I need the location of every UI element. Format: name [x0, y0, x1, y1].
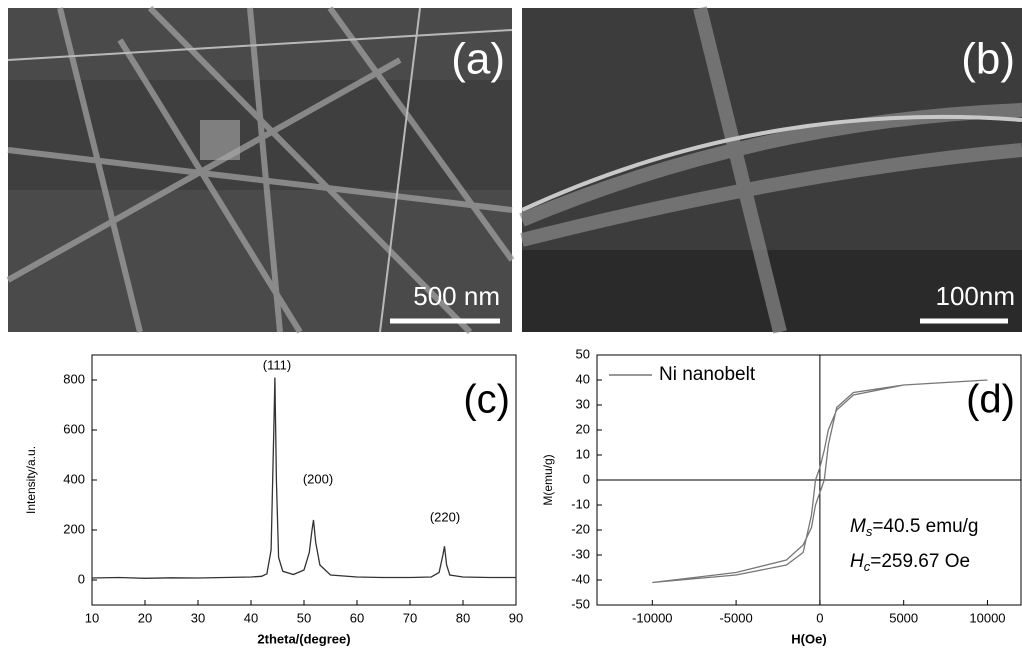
- x-tick-label: -5000: [719, 610, 752, 625]
- peak-label: (220): [430, 509, 460, 524]
- x-tick-label: 10000: [969, 610, 1005, 625]
- panel-label: (a): [451, 35, 505, 84]
- x-tick-label: 5000: [889, 610, 918, 625]
- y-tick-label: 10: [576, 446, 590, 461]
- y-tick-label: 50: [576, 346, 590, 361]
- peak-label: (200): [303, 471, 333, 486]
- y-tick-label: 30: [576, 396, 590, 411]
- x-tick-label: 70: [403, 610, 417, 625]
- y-axis-label: Intensity/a.u.: [24, 446, 38, 514]
- y-tick-label: 800: [63, 371, 85, 386]
- annotation-symbol: H: [850, 551, 864, 572]
- legend-label: Ni nanobelt: [659, 364, 756, 385]
- y-tick-label: 600: [63, 421, 85, 436]
- x-tick-label: 90: [509, 610, 523, 625]
- x-axis-label: H(Oe): [791, 631, 826, 646]
- panel-label: (b): [961, 35, 1015, 84]
- scale-bar-label: 500 nm: [413, 281, 500, 311]
- x-tick-label: 50: [297, 610, 311, 625]
- x-tick-label: 60: [350, 610, 364, 625]
- x-tick-label: 40: [244, 610, 258, 625]
- x-axis-label: 2theta/(degree): [257, 631, 350, 646]
- panel-label: (c): [463, 378, 510, 422]
- x-tick-label: 20: [138, 610, 152, 625]
- figure: (a) 500 nm (b) 100nm 10 20 30 40 50 60 70 80 90 0…: [0, 0, 1022, 650]
- annotation-value: =259.67 Oe: [870, 551, 970, 572]
- y-tick-label: -20: [571, 521, 590, 536]
- x-tick-label: 0: [816, 610, 823, 625]
- x-tick-label: 10: [85, 610, 99, 625]
- annotation-value: =40.5 emu/g: [872, 516, 978, 537]
- annotation-symbol: M: [850, 516, 866, 537]
- x-tick-label: 80: [456, 610, 470, 625]
- annotation: Hc=259.67 Oe: [850, 551, 970, 574]
- y-tick-label: 400: [63, 471, 85, 486]
- y-tick-label: -50: [571, 596, 590, 611]
- y-tick-label: -10: [571, 496, 590, 511]
- annotation: Ms=40.5 emu/g: [850, 516, 979, 539]
- y-axis-label: M(emu/g): [541, 454, 555, 505]
- peak-label: (111): [263, 357, 291, 372]
- y-tick-label: 0: [78, 571, 85, 586]
- y-tick-label: -30: [571, 546, 590, 561]
- scale-bar-label: 100nm: [936, 281, 1016, 311]
- panel-label: (d): [966, 378, 1015, 422]
- y-tick-label: 40: [576, 371, 590, 386]
- y-tick-label: 200: [63, 521, 85, 536]
- x-tick-label: -10000: [632, 610, 672, 625]
- x-tick-label: 30: [191, 610, 205, 625]
- y-tick-label: -40: [571, 571, 590, 586]
- y-tick-label: 0: [583, 471, 590, 486]
- y-tick-label: 20: [576, 421, 590, 436]
